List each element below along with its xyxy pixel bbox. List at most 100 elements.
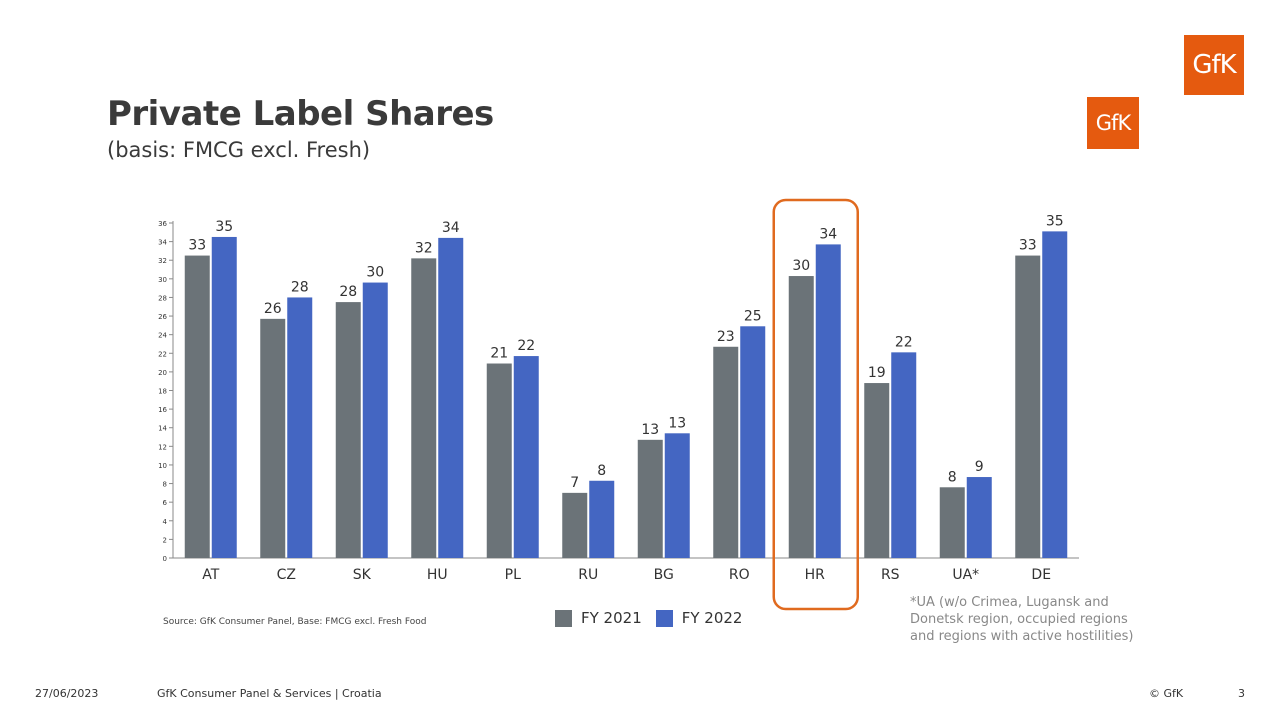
bar-fy2021 bbox=[939, 487, 965, 558]
bar-fy2022 bbox=[589, 480, 615, 558]
y-tick-label: 24 bbox=[158, 332, 167, 340]
data-label-fy2021: 33 bbox=[188, 238, 206, 254]
y-tick-label: 26 bbox=[158, 313, 167, 321]
bar-fy2021 bbox=[184, 255, 210, 558]
bar-fy2021 bbox=[788, 276, 814, 558]
bar-fy2021 bbox=[411, 258, 437, 558]
bar-fy2021 bbox=[260, 318, 286, 558]
x-tick-label: BG bbox=[654, 567, 674, 583]
data-label-fy2022: 9 bbox=[975, 459, 984, 475]
legend-item-fy2021: FY 2021 bbox=[555, 609, 642, 627]
y-tick-label: 34 bbox=[158, 239, 167, 247]
x-tick-label: RU bbox=[578, 567, 598, 583]
x-tick-label: RS bbox=[881, 567, 900, 583]
data-label-fy2022: 13 bbox=[668, 415, 686, 431]
bar-fy2022 bbox=[438, 237, 464, 558]
bar-fy2021 bbox=[713, 346, 739, 558]
highlight-box-hr bbox=[772, 198, 859, 611]
chart-legend: FY 2021 FY 2022 bbox=[555, 609, 756, 627]
data-label-fy2021: 8 bbox=[948, 469, 957, 485]
data-label-fy2021: 30 bbox=[792, 258, 810, 274]
y-tick-label: 28 bbox=[158, 294, 167, 302]
ua-footnote-line1: *UA (w/o Crimea, Lugansk and bbox=[910, 595, 1109, 610]
bar-fy2021 bbox=[562, 492, 588, 558]
y-tick-label: 4 bbox=[163, 518, 168, 526]
data-label-fy2021: 13 bbox=[641, 422, 659, 438]
y-tick-label: 20 bbox=[158, 369, 167, 377]
data-label-fy2022: 28 bbox=[291, 279, 309, 295]
footer-copyright: © GfK bbox=[1149, 687, 1184, 700]
y-tick-label: 12 bbox=[158, 443, 167, 451]
ua-footnote-line2: Donetsk region, occupied regions bbox=[910, 612, 1128, 627]
bar-fy2021 bbox=[335, 302, 361, 558]
y-tick-label: 36 bbox=[158, 220, 167, 228]
y-tick-label: 14 bbox=[158, 425, 167, 433]
bar-fy2022 bbox=[1042, 231, 1068, 558]
x-tick-label: HU bbox=[427, 567, 448, 583]
y-tick-label: 0 bbox=[163, 555, 167, 563]
bar-fy2022 bbox=[211, 236, 237, 559]
legend-label-fy2022: FY 2022 bbox=[681, 609, 743, 627]
source-note: Source: GfK Consumer Panel, Base: FMCG e… bbox=[163, 617, 427, 627]
footer-title: GfK Consumer Panel & Services | Croatia bbox=[157, 687, 382, 700]
bar-fy2021 bbox=[637, 439, 663, 558]
bar-fy2022 bbox=[513, 356, 539, 558]
page-title: Private Label Shares bbox=[107, 94, 494, 134]
data-label-fy2021: 19 bbox=[868, 365, 886, 381]
y-tick-label: 30 bbox=[158, 276, 167, 284]
data-label-fy2022: 25 bbox=[744, 308, 762, 324]
data-label-fy2022: 35 bbox=[215, 219, 233, 235]
y-tick-label: 22 bbox=[158, 350, 167, 358]
footer-date: 27/06/2023 bbox=[35, 687, 99, 700]
data-label-fy2022: 34 bbox=[442, 220, 460, 236]
y-tick-label: 10 bbox=[158, 462, 167, 470]
x-tick-label: HR bbox=[805, 567, 826, 583]
bar-fy2021 bbox=[486, 363, 512, 558]
x-tick-label: UA* bbox=[952, 567, 979, 583]
bar-fy2022 bbox=[815, 244, 841, 558]
gfk-logo-secondary: GfK bbox=[1087, 97, 1139, 149]
gfk-logo-secondary-text: GfK bbox=[1095, 111, 1131, 135]
y-tick-label: 6 bbox=[163, 499, 168, 507]
ua-footnote-line3: and regions with active hostilities) bbox=[910, 629, 1134, 644]
bar-fy2021 bbox=[1015, 255, 1041, 558]
legend-item-fy2022: FY 2022 bbox=[655, 609, 743, 627]
y-tick-label: 16 bbox=[158, 406, 167, 414]
bar-fy2022 bbox=[891, 352, 917, 558]
data-label-fy2021: 21 bbox=[490, 346, 508, 362]
page-number: 3 bbox=[1238, 687, 1245, 700]
y-tick-label: 18 bbox=[158, 388, 167, 396]
bar-fy2022 bbox=[664, 433, 690, 558]
data-label-fy2022: 35 bbox=[1046, 213, 1064, 229]
bar-fy2022 bbox=[362, 282, 388, 558]
y-tick-label: 32 bbox=[158, 257, 167, 265]
y-tick-label: 2 bbox=[163, 536, 167, 544]
data-label-fy2021: 28 bbox=[339, 284, 357, 300]
gfk-logo-text: GfK bbox=[1192, 50, 1236, 80]
gfk-logo: GfK bbox=[1184, 35, 1244, 95]
data-label-fy2022: 22 bbox=[517, 338, 535, 354]
data-label-fy2021: 32 bbox=[415, 240, 433, 256]
bar-fy2022 bbox=[287, 297, 313, 558]
bar-fy2022 bbox=[966, 477, 992, 558]
legend-label-fy2021: FY 2021 bbox=[581, 609, 642, 627]
data-label-fy2022: 30 bbox=[366, 265, 384, 281]
x-tick-label: PL bbox=[505, 567, 521, 583]
data-label-fy2022: 22 bbox=[895, 334, 913, 350]
ua-footnote: *UA (w/o Crimea, Lugansk and Donetsk reg… bbox=[910, 594, 1140, 645]
bar-fy2021 bbox=[864, 383, 890, 558]
x-tick-label: DE bbox=[1031, 567, 1051, 583]
data-label-fy2021: 7 bbox=[570, 475, 579, 491]
page-subtitle: (basis: FMCG excl. Fresh) bbox=[107, 138, 371, 162]
data-label-fy2021: 26 bbox=[264, 301, 282, 317]
data-label-fy2022: 8 bbox=[597, 463, 606, 479]
data-label-fy2021: 33 bbox=[1019, 238, 1037, 254]
bar-fy2022 bbox=[740, 326, 766, 558]
legend-swatch-fy2021 bbox=[555, 609, 572, 627]
data-label-fy2021: 23 bbox=[717, 329, 735, 345]
y-tick-label: 8 bbox=[163, 481, 167, 489]
x-tick-label: SK bbox=[353, 567, 372, 583]
legend-swatch-fy2022 bbox=[655, 609, 673, 627]
data-label-fy2022: 34 bbox=[819, 226, 837, 242]
